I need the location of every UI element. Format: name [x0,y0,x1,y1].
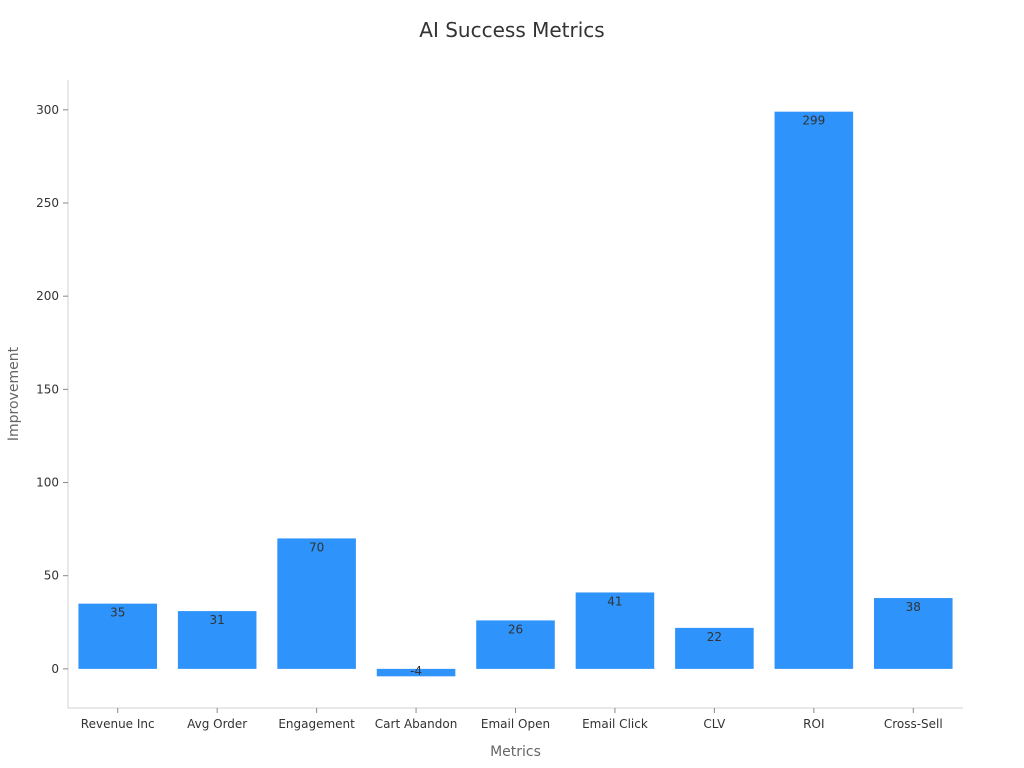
bar [774,111,854,669]
x-tick-label: Email Click [582,717,648,731]
y-tick-label: 300 [36,103,59,117]
y-tick-label: 100 [36,476,59,490]
bar-value-label: -4 [410,664,422,678]
bar-value-label: 299 [802,114,825,128]
bar-value-label: 22 [707,630,722,644]
bar-value-label: 41 [607,594,622,608]
bar-value-label: 70 [309,540,324,554]
y-tick-label: 50 [44,569,59,583]
bar [376,668,456,677]
bar [476,620,555,669]
y-ticks: 0 50 100 150 200 250 300 [36,103,68,676]
bar [177,611,257,669]
bar-value-label: 31 [210,613,225,627]
bar [78,603,158,669]
x-ticks: Revenue Inc Avg Order Engagement Cart Aband… [81,708,943,731]
bar [873,598,953,669]
x-tick-label: Cross-Sell [884,717,943,731]
x-tick-label: Avg Order [187,717,247,731]
chart-title: AI Success Metrics [419,18,605,42]
bar-labels-layer: 35 31 70 -4 26 41 22 299 38 [110,114,921,678]
x-tick-label: ROI [803,717,824,731]
bar-value-label: 38 [906,600,921,614]
bars-layer [78,111,953,677]
x-tick-label: Cart Abandon [375,717,458,731]
x-axis-title: Metrics [490,744,541,760]
x-tick-label: Revenue Inc [81,717,155,731]
y-tick-label: 200 [36,289,59,303]
x-tick-label: Engagement [278,717,355,731]
bar [277,538,356,669]
bar [575,592,655,669]
y-tick-label: 250 [36,196,59,210]
y-axis-title: Improvement [6,346,22,441]
x-tick-label: CLV [703,717,726,731]
y-tick-label: 150 [36,382,59,396]
y-tick-label: 0 [51,662,59,676]
bar-value-label: 26 [508,622,523,636]
bar-value-label: 35 [110,606,125,620]
bar [675,627,754,669]
x-tick-label: Email Open [481,717,550,731]
